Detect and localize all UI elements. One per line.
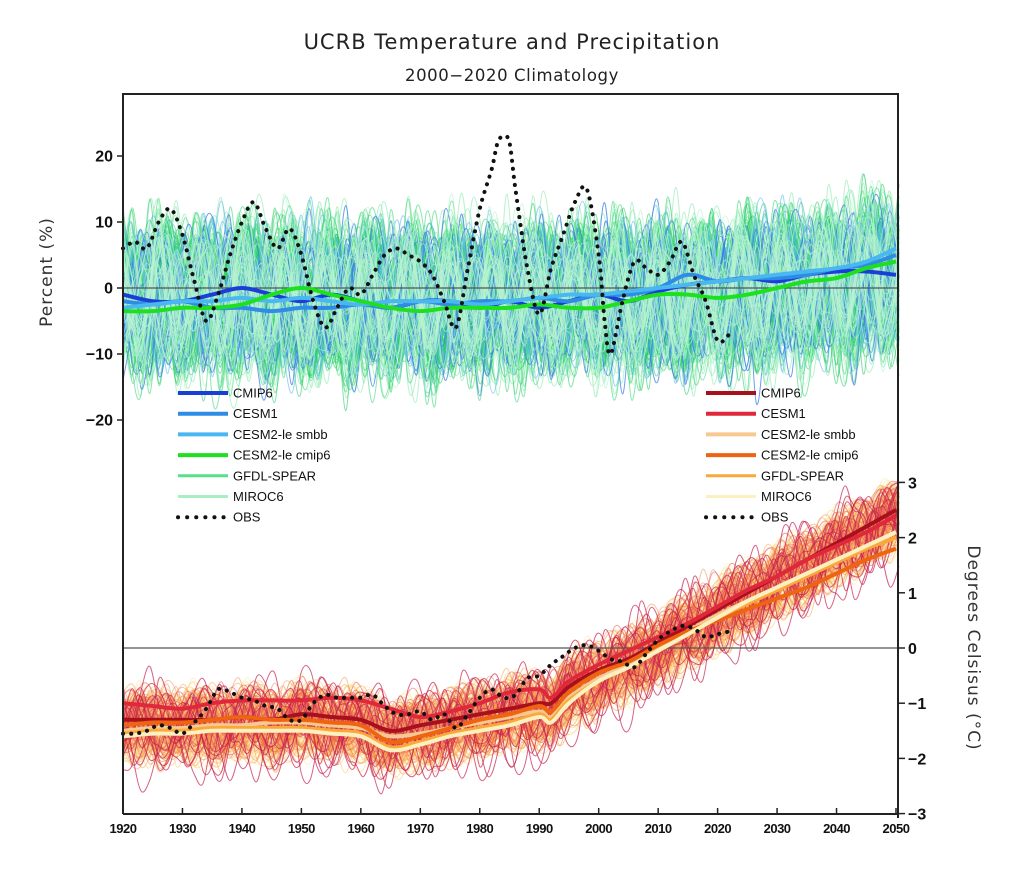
x-tick-label: 2020	[704, 821, 731, 836]
legend-label: CESM1	[761, 406, 806, 421]
temperature-legend-item: MIROC6	[706, 489, 812, 504]
x-tick-label: 2050	[883, 821, 910, 836]
legends: CMIP6 CESM1 CESM2-le smbb CESM2-le cmip6 GFD…	[176, 386, 859, 525]
precipitation-legend: CMIP6 CESM1 CESM2-le smbb CESM2-le cmip6 GFD…	[176, 386, 331, 525]
precip-y-axis: 20 10 0 −10 −20	[86, 149, 123, 430]
chart-subtitle: 2000−2020 Climatology	[405, 66, 619, 85]
temp-y-tick-label: 2	[908, 531, 917, 548]
precip-ensemble-means	[121, 133, 897, 357]
precip-member-line	[122, 222, 900, 368]
temperature-legend-item: GFDL-SPEAR	[706, 468, 844, 483]
chart-title: UCRB Temperature and Precipitation	[304, 30, 721, 54]
temp-y-tick-label: 1	[908, 586, 917, 603]
temp-ensemble-means	[121, 508, 897, 753]
temp-ensemble-members	[122, 478, 900, 795]
legend-label: CMIP6	[233, 386, 273, 401]
temp-y-axis-label: Degrees Celsisus (°C)	[963, 545, 983, 750]
x-tick-label: 2030	[764, 821, 791, 836]
precipitation-legend-item: CESM1	[178, 406, 278, 421]
x-tick-label: 1920	[110, 821, 137, 836]
precip-member-line	[122, 210, 900, 389]
legend-label: GFDL-SPEAR	[233, 468, 316, 483]
temperature-legend-item: CESM1	[706, 406, 806, 421]
x-tick-label: 1930	[169, 821, 196, 836]
precip-member-line	[122, 216, 900, 389]
legend-label: MIROC6	[761, 489, 812, 504]
legend-label: CESM2-le smbb	[233, 427, 328, 442]
temp-member-line	[122, 496, 900, 793]
precip-cesm2-le-cmip6-mean-line	[122, 259, 897, 314]
precip-ensemble-members	[122, 173, 900, 411]
legend-label: CESM2-le smbb	[761, 427, 856, 442]
precipitation-legend-item: CMIP6	[178, 386, 273, 401]
precip-y-tick-label: −20	[86, 413, 113, 430]
plot-frame	[122, 93, 899, 815]
temp-y-tick-label: 3	[908, 475, 917, 492]
precip-member-line	[122, 218, 900, 359]
x-tick-label: 2040	[823, 821, 850, 836]
precip-member-line	[122, 230, 900, 348]
temperature-legend-item: CESM2-le smbb	[706, 427, 856, 442]
precip-cesm2-le-smbb-mean-line	[122, 246, 897, 310]
x-tick-label: 1940	[228, 821, 255, 836]
x-tick-label: 1950	[288, 821, 315, 836]
precip-y-tick-label: 10	[95, 215, 113, 232]
x-tick-label: 1980	[466, 821, 493, 836]
frame-top-sides	[122, 93, 899, 814]
legend-label: CESM2-le cmip6	[761, 448, 859, 463]
x-tick-label: 1970	[407, 821, 434, 836]
temp-y-tick-label: 0	[908, 641, 917, 658]
temp-obs-line	[121, 623, 732, 736]
precipitation-legend-item: OBS	[176, 510, 261, 525]
temp-y-tick-label: −3	[908, 807, 926, 824]
precip-y-tick-label: 20	[95, 149, 113, 166]
x-axis: 1920 1930 1940 1950 1960 1970 1980 1990 2000 2010…	[110, 808, 910, 836]
temp-member-line	[122, 505, 900, 795]
temp-y-tick-label: −1	[908, 696, 926, 713]
precip-member-line	[122, 209, 900, 383]
temp-y-tick-label: −2	[908, 751, 926, 768]
temp-miroc6-mean-line	[122, 530, 897, 753]
legend-label: CESM1	[233, 406, 278, 421]
x-tick-label: 1960	[347, 821, 374, 836]
temp-y-axis: 3 2 1 0 −1 −2 −3	[897, 475, 926, 824]
precipitation-legend-item: GFDL-SPEAR	[178, 468, 316, 483]
x-tick-label: 2000	[585, 821, 612, 836]
legend-label: OBS	[233, 510, 261, 525]
precipitation-legend-item: CESM2-le cmip6	[178, 448, 331, 463]
legend-label: CESM2-le cmip6	[233, 448, 331, 463]
legend-label: CMIP6	[761, 386, 801, 401]
temperature-legend: CMIP6 CESM1 CESM2-le smbb CESM2-le cmip6 GFD…	[704, 386, 859, 525]
precip-obs-line	[121, 133, 732, 357]
legend-label: GFDL-SPEAR	[761, 468, 844, 483]
x-tick-label: 1990	[526, 821, 553, 836]
temperature-legend-item: OBS	[704, 510, 789, 525]
precipitation-legend-item: MIROC6	[178, 489, 284, 504]
precip-y-tick-label: −10	[86, 347, 113, 364]
x-tick-label: 2010	[645, 821, 672, 836]
precipitation-legend-item: CESM2-le smbb	[178, 427, 328, 442]
precip-member-line	[122, 224, 900, 362]
temp-member-line	[122, 511, 899, 744]
precip-y-axis-label: Percent (%)	[37, 217, 57, 327]
legend-label: OBS	[761, 510, 789, 525]
temp-member-line	[122, 481, 900, 773]
temp-gfdl-spear-mean-line	[122, 535, 897, 750]
temperature-legend-item: CMIP6	[706, 386, 801, 401]
temperature-legend-item: CESM2-le cmip6	[706, 448, 859, 463]
precip-y-tick-label: 0	[104, 281, 113, 298]
temp-cesm2-le-cmip6-mean-line	[122, 546, 897, 745]
legend-label: MIROC6	[233, 489, 284, 504]
